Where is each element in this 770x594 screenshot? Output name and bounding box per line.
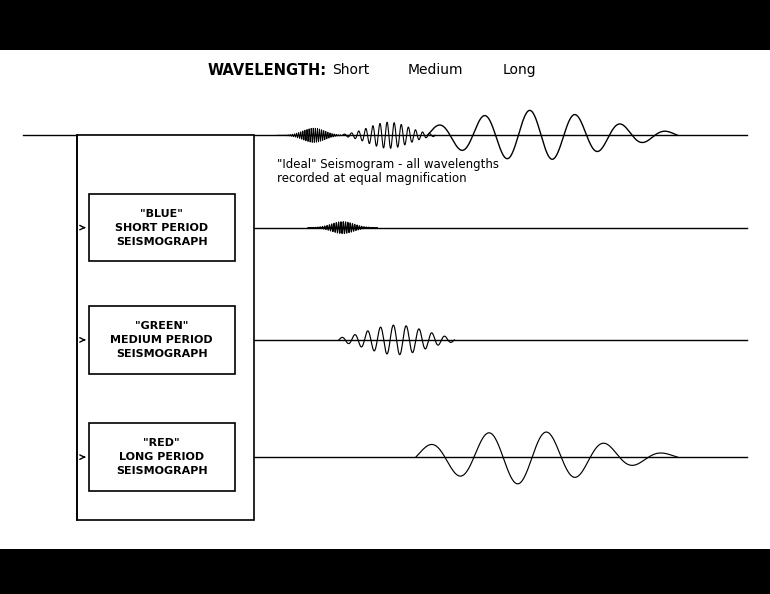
Bar — [77, 135, 254, 520]
Bar — [0, 0, 770, 50]
Text: "RED"
LONG PERIOD
SEISMOGRAPH: "RED" LONG PERIOD SEISMOGRAPH — [116, 438, 207, 476]
Text: "BLUE"
SHORT PERIOD
SEISMOGRAPH: "BLUE" SHORT PERIOD SEISMOGRAPH — [116, 208, 208, 247]
Text: "Ideal" Seismogram - all wavelengths: "Ideal" Seismogram - all wavelengths — [277, 158, 499, 171]
Bar — [89, 424, 235, 491]
Text: recorded at equal magnification: recorded at equal magnification — [277, 172, 467, 185]
Bar — [89, 306, 235, 374]
Text: Short: Short — [332, 64, 369, 77]
Text: Long: Long — [503, 64, 537, 77]
Bar — [89, 194, 235, 261]
Text: Medium: Medium — [407, 64, 463, 77]
Bar — [0, 549, 770, 594]
Text: WAVELENGTH:: WAVELENGTH: — [208, 63, 327, 78]
Text: "GREEN"
MEDIUM PERIOD
SEISMOGRAPH: "GREEN" MEDIUM PERIOD SEISMOGRAPH — [110, 321, 213, 359]
